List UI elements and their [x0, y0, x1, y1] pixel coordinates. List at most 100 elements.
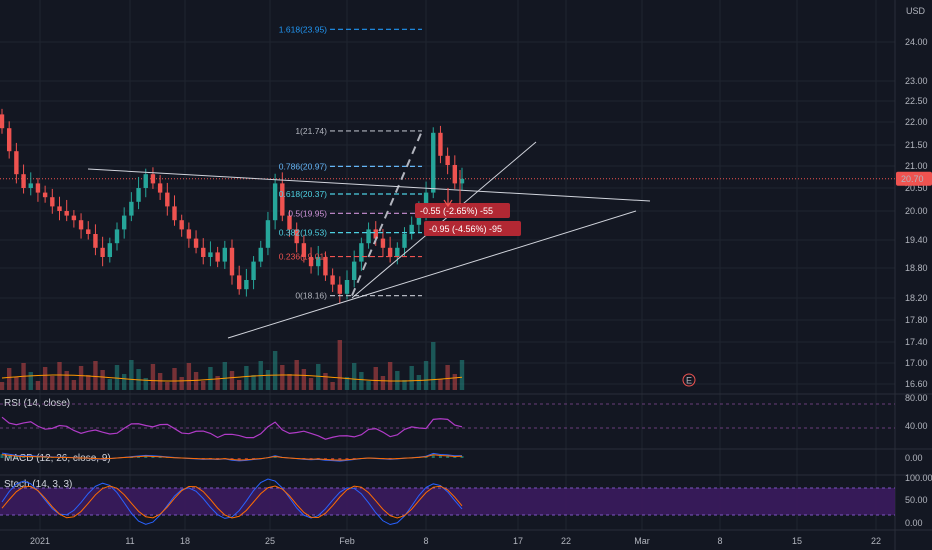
price-tick-label: 21.50	[905, 140, 928, 150]
price-tick-label: 16.60	[905, 379, 928, 389]
channel-line	[351, 141, 537, 299]
price-tick-label: 20.50	[905, 183, 928, 193]
volume-bar	[42, 367, 48, 390]
time-tick-label: 22	[871, 536, 881, 546]
fibonacci-retracement[interactable]: 1.618(23.95) 1(21.74) 0.786(20.97) 0.618(20…	[279, 24, 423, 301]
volume-bar	[201, 381, 206, 390]
macd-histogram-bar	[244, 458, 248, 460]
volume-bar	[193, 372, 199, 390]
macd-histogram-bar	[144, 455, 148, 458]
macd-histogram-bar	[424, 456, 428, 458]
volume-bar	[35, 381, 41, 390]
measure-arrow	[443, 188, 453, 208]
volume-bar	[280, 365, 285, 390]
volume-bar	[323, 373, 328, 390]
macd-histogram-bar	[323, 458, 327, 460]
candle-body	[459, 178, 465, 184]
macd-histogram-bar	[331, 458, 335, 461]
candle-body	[423, 192, 429, 211]
candle-body	[136, 188, 141, 202]
candle-body	[294, 229, 299, 244]
volume-bar	[0, 382, 5, 390]
candle-body	[42, 192, 48, 198]
candle-body	[100, 247, 105, 257]
volume-bar	[287, 374, 292, 390]
macd-histogram-bar	[446, 455, 450, 458]
candle-body	[431, 132, 436, 193]
volume-bars	[0, 340, 465, 390]
volume-ma-line	[1, 374, 463, 382]
volume-bar	[57, 362, 62, 390]
volume-bar	[143, 378, 148, 390]
volume-bar	[71, 380, 77, 390]
candle-body	[445, 155, 450, 165]
candle-body	[438, 132, 443, 156]
candle-body	[0, 114, 5, 129]
candle-body	[6, 128, 12, 152]
earnings-marker-icon	[682, 373, 696, 387]
volume-bar	[6, 368, 12, 390]
macd-histogram-bar	[29, 456, 33, 458]
candle-body	[258, 247, 263, 262]
candle-body	[157, 183, 163, 193]
macd-histogram-bar	[438, 455, 442, 458]
stoch-axis-label: 0.00	[905, 518, 923, 528]
stoch-band-fill	[0, 488, 895, 515]
macd-histogram-bar	[151, 456, 155, 458]
fib-level-label: 0.236(19.01)	[279, 252, 327, 262]
volume-bar	[308, 378, 314, 390]
volume-bar	[316, 364, 321, 390]
volume-bar	[380, 376, 386, 390]
trend-lines[interactable]	[87, 141, 651, 339]
volume-bar	[157, 373, 163, 390]
candle-body	[351, 261, 357, 280]
macd-histogram-bar	[338, 458, 342, 461]
macd-signal-line	[1, 454, 463, 461]
price-tick-label: 19.40	[905, 235, 928, 245]
price-tick-label: 20.00	[905, 206, 928, 216]
price-tick-label: 24.00	[905, 37, 928, 47]
volume-bar	[172, 368, 177, 390]
time-axis[interactable]: 2021 11 18 25 Feb 8 17 22 Mar 8 15 22	[30, 536, 881, 546]
macd-histogram-bar	[0, 454, 4, 458]
resistance-line	[87, 168, 651, 202]
volume-bar	[121, 374, 127, 390]
candle-body	[409, 224, 414, 234]
price-measure-tool[interactable]: -0.55 (-2.65%) -55 -0.95 (-4.56%) -95	[415, 170, 521, 236]
fib-level-label: 1.618(23.95)	[279, 24, 327, 34]
volume-bar	[359, 372, 364, 390]
candle-body	[272, 183, 278, 221]
price-tick-label: 23.00	[905, 76, 928, 86]
macd-histogram-bar	[460, 456, 464, 458]
volume-bar	[265, 370, 271, 390]
candle-body	[186, 229, 192, 239]
volume-bar	[100, 370, 105, 390]
candle-body	[179, 220, 184, 230]
candle-body	[57, 206, 62, 211]
time-tick-label: 8	[423, 536, 428, 546]
candle-body	[359, 243, 364, 262]
volume-bar	[93, 361, 98, 390]
volume-bar	[215, 376, 220, 390]
macd-histogram-bar	[453, 456, 457, 458]
volume-bar	[459, 360, 465, 390]
support-line	[227, 210, 637, 339]
candle-body	[323, 257, 328, 276]
candle-body	[366, 229, 371, 244]
volume-bar	[344, 377, 350, 390]
volume-bar	[208, 367, 213, 390]
volume-bar	[179, 377, 184, 390]
macd-histogram-bar	[137, 456, 141, 458]
volume-bar	[387, 362, 393, 390]
price-axis[interactable]: 24.00 23.00 22.50 22.00 21.50 21.00 20.50 20.00…	[896, 6, 932, 528]
volume-bar	[423, 361, 429, 390]
candle-body	[129, 201, 134, 216]
volume-bar	[337, 340, 343, 390]
rsi-line	[1, 416, 463, 440]
candle-body	[301, 243, 307, 257]
candle-body	[373, 229, 378, 239]
volume-bar	[330, 382, 335, 390]
candle-body	[114, 229, 120, 244]
